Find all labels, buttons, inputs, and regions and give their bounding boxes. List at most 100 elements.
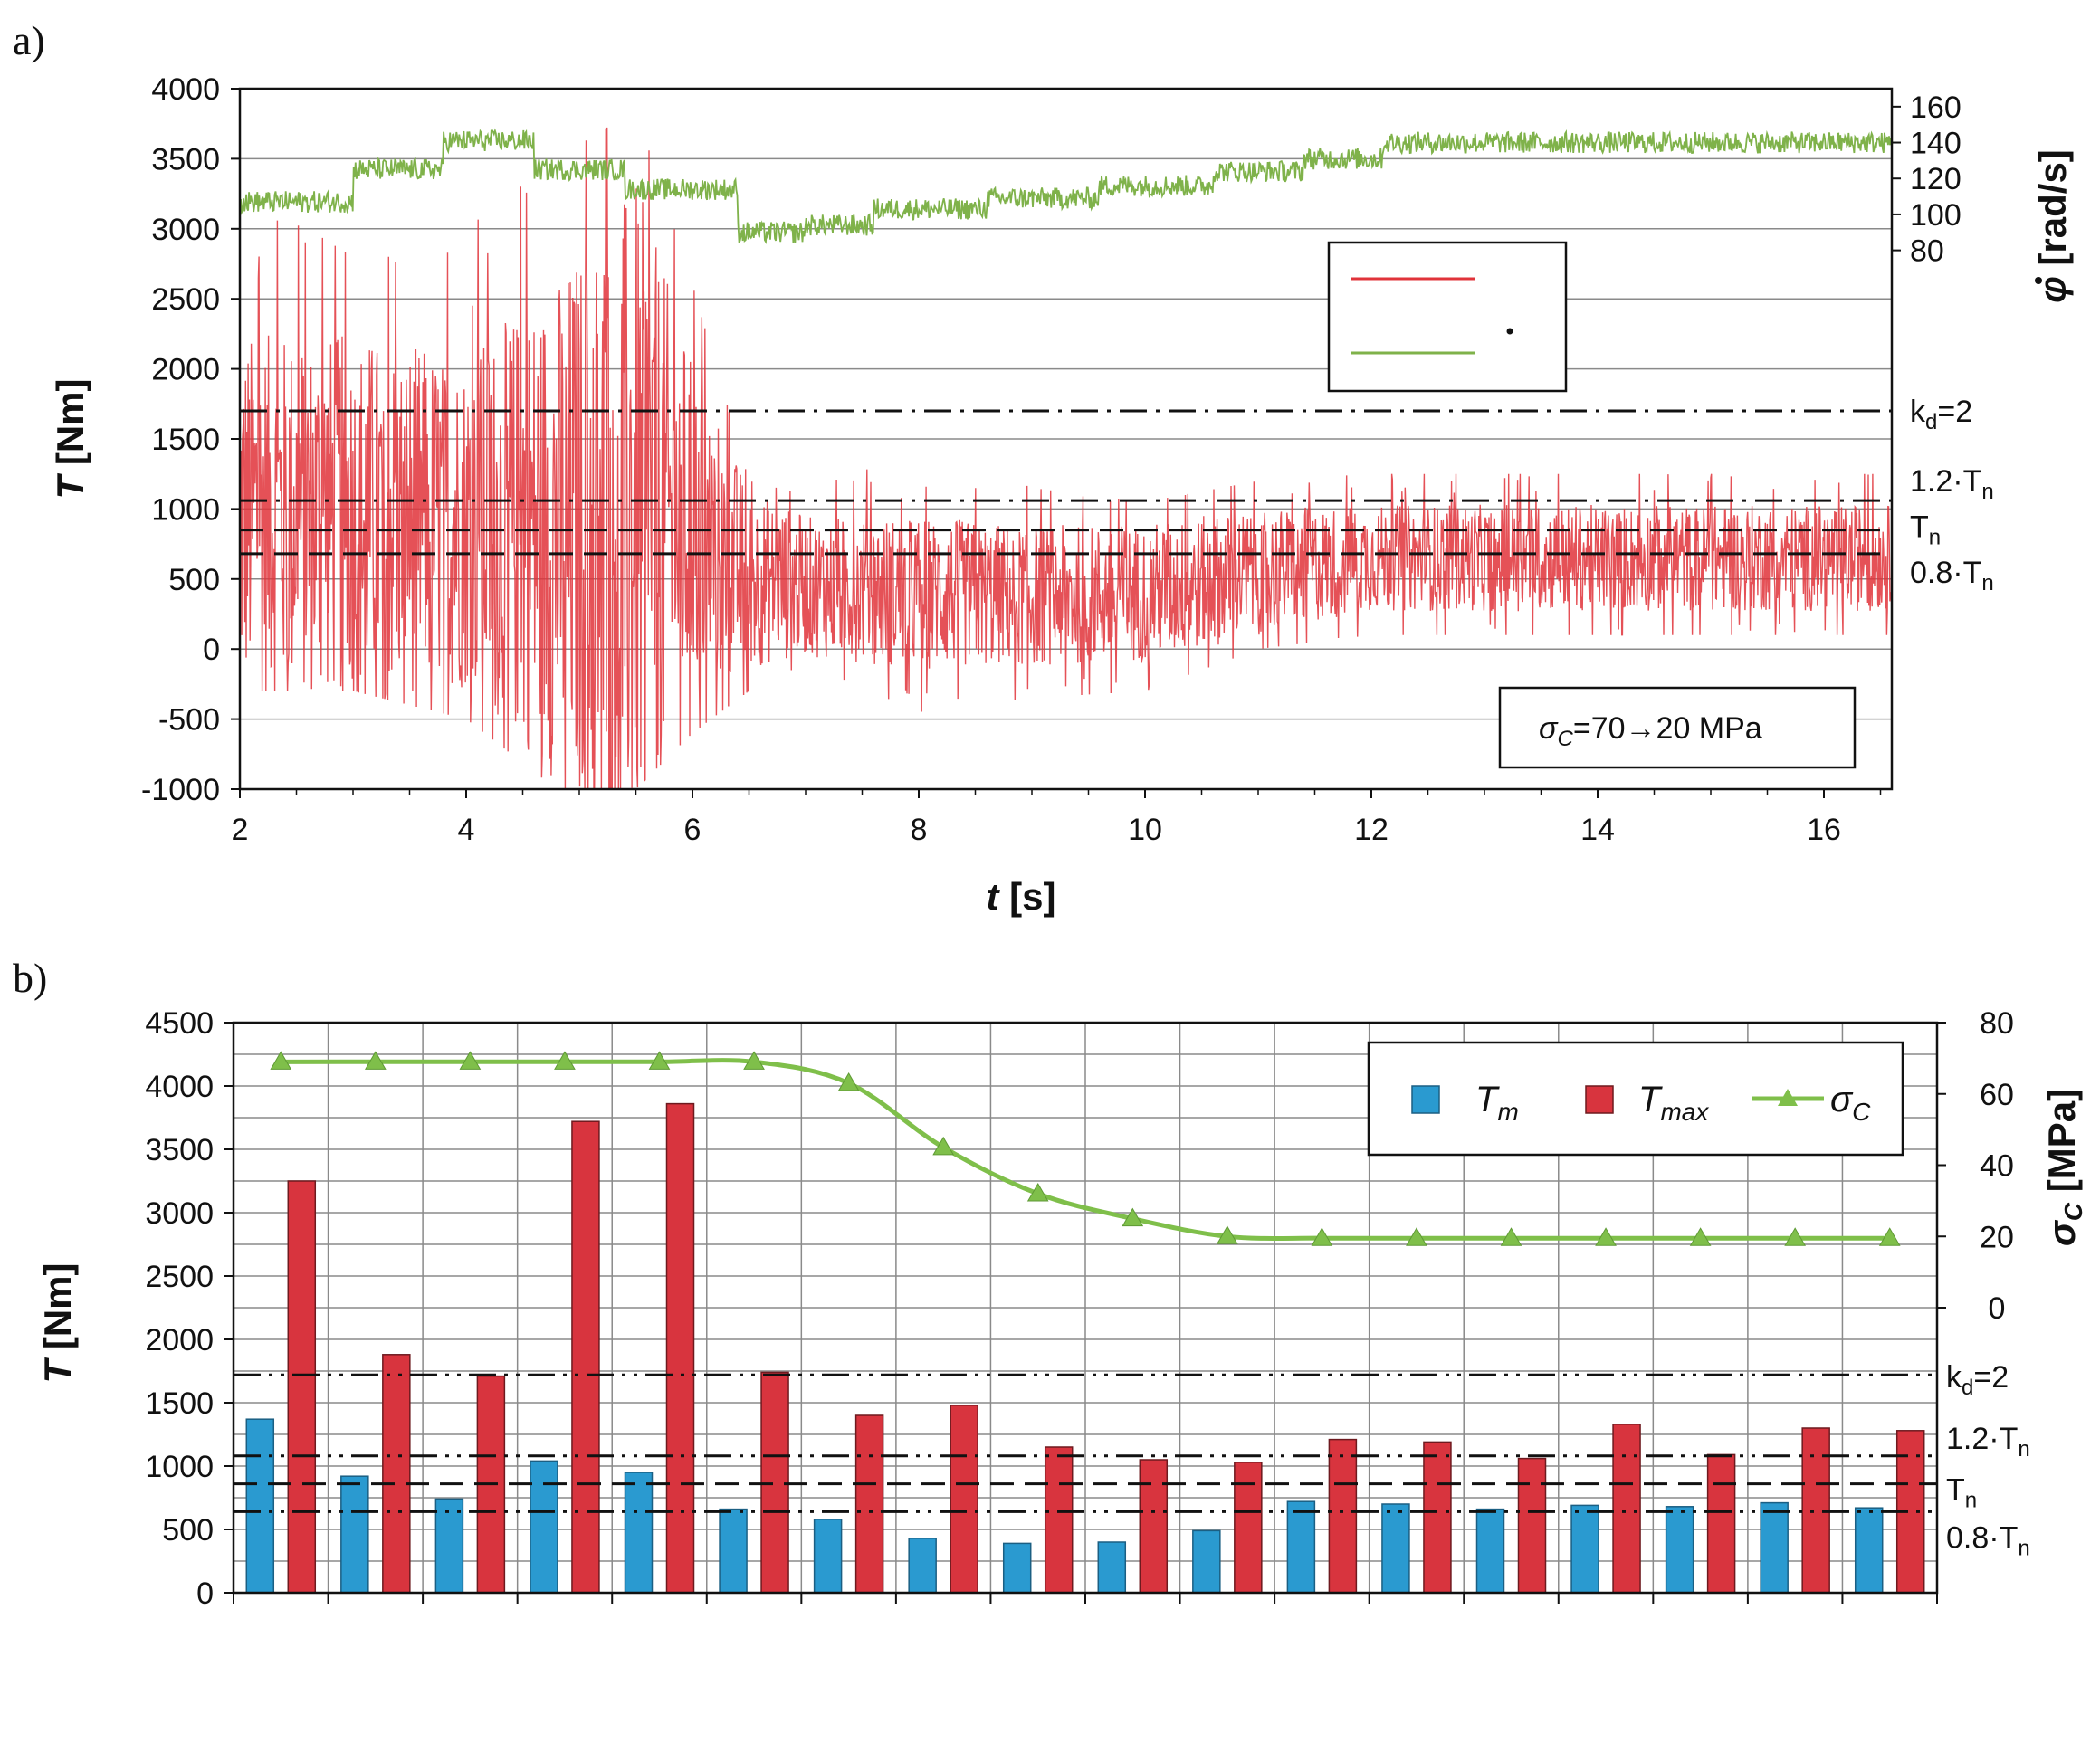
panel-a-x-tick-label: 2 <box>232 813 249 847</box>
panel-a-y-tick-label: 4000 <box>151 72 220 107</box>
panel-b-y-tick-label: 2000 <box>145 1323 214 1357</box>
panel-b-tmax-bar <box>1706 1453 1736 1594</box>
panel-b-legend-tm-swatch <box>1411 1085 1440 1114</box>
panel-a-x-tick-label: 16 <box>1807 813 1841 847</box>
panel-b-legend: Tm Tmax σC <box>1367 1041 1904 1157</box>
panel-b-legend-sigma-label: σC <box>1830 1080 1871 1126</box>
panel-a-y2-tick-label: 80 <box>1910 234 1944 269</box>
panel-a-y-tick-label: 3000 <box>151 213 220 247</box>
panel-b-tmax-bar <box>1234 1462 1263 1594</box>
panel-b-y-tick-label: 3000 <box>145 1196 214 1231</box>
panel-b-tm-bar <box>1192 1529 1221 1594</box>
panel-a-y-tick-label: -500 <box>158 703 220 738</box>
panel-b-tm-bar <box>1665 1506 1694 1594</box>
panel-b-tm-bar <box>530 1460 558 1594</box>
panel-b-y-tick-label: 500 <box>162 1513 214 1548</box>
panel-b-sigma-marker <box>932 1136 955 1156</box>
panel-a-legend-speed-dot <box>1506 328 1513 335</box>
panel-a-y2-label-dot <box>2035 277 2042 284</box>
panel-b-tm-bar <box>1854 1507 1884 1594</box>
panel-a-x-tick-label: 8 <box>911 813 928 847</box>
panel-a-speed-series <box>239 128 1893 245</box>
panel-b-tm-bar <box>245 1418 275 1594</box>
panel-b-sigma-marker <box>1878 1227 1901 1246</box>
panel-a-y-tick-label: 2000 <box>151 353 220 387</box>
panel-a-label: a) <box>13 17 45 63</box>
panel-b-sigma-marker <box>1406 1227 1427 1246</box>
panel-b-tm-bar <box>908 1538 937 1594</box>
panel-b-tmax-bar <box>1517 1457 1547 1594</box>
panel-b-sigma-marker <box>1595 1227 1617 1246</box>
panel-b-y-tick-label: 4500 <box>145 1006 214 1041</box>
panel-a-annotation: σC=70→20 MPa <box>1498 686 1857 769</box>
panel-a-reference-label: 1.2·Tn <box>1910 464 1994 504</box>
panel-b-tm-bar <box>1475 1508 1505 1594</box>
panel-b-sigma-marker <box>1500 1227 1522 1246</box>
panel-b-y-axis-label: T [Nm] <box>36 1263 79 1384</box>
panel-b-sigma-marker <box>1026 1183 1049 1202</box>
panel-a-annotation-box <box>1498 686 1857 769</box>
panel-a-plot-frame <box>238 87 1894 791</box>
panel-b-tm-bar <box>624 1472 654 1594</box>
panel-b-sigma-marker <box>270 1051 292 1070</box>
panel-a-x-tick-label: 6 <box>684 813 702 847</box>
panel-a-y-axis-label: T [Nm] <box>49 379 91 500</box>
panel-b-sigma-marker <box>364 1051 387 1070</box>
panel-b-tm-bar <box>719 1508 748 1594</box>
panel-a-x-tick-label: 14 <box>1580 813 1615 847</box>
panel-b-plot-frame <box>232 1021 1939 1595</box>
panel-b-reference-label: kd=2 <box>1946 1360 2009 1400</box>
panel-b-tm-bar <box>1286 1500 1316 1594</box>
panel-a-y2-tick-label: 120 <box>1910 162 1962 196</box>
panel-a-y-tick-label: 2500 <box>151 282 220 317</box>
panel-b-sigma-marker <box>743 1051 765 1070</box>
panel-b-y2-tick-label: 0 <box>1989 1291 2006 1326</box>
panel-b-tm-bar <box>813 1519 843 1594</box>
panel-b-tmax-bar <box>287 1180 317 1594</box>
panel-b-reference-label: Tn <box>1946 1473 1977 1513</box>
panel-b-tm-bar <box>340 1475 369 1594</box>
panel-b-y-tick-label: 2500 <box>145 1260 214 1294</box>
panel-b-y-tick-label: 1000 <box>145 1450 214 1484</box>
panel-b-tm-bar <box>434 1498 464 1594</box>
panel-b-tmax-bar <box>1328 1438 1358 1594</box>
panel-a-y-tick-label: 3500 <box>151 142 220 176</box>
panel-b-tmax-bar <box>854 1414 884 1594</box>
panel-b-y-tick-label: 0 <box>196 1576 214 1611</box>
panel-a-y-tick-label: 1500 <box>151 423 220 457</box>
panel-a-y-tick-label: 0 <box>203 633 220 667</box>
panel-a-y2-tick-label: 100 <box>1910 198 1962 233</box>
panel-a-x-axis-label: t [s] <box>986 875 1055 918</box>
panel-b-reference-label: 1.2·Tn <box>1946 1422 2030 1462</box>
panel-b-tm-bar <box>1381 1503 1410 1594</box>
panel-b-tm-bar <box>1097 1541 1127 1594</box>
panel-b-legend-tmax-label: Tmax <box>1638 1080 1709 1126</box>
panel-b-tm-bar <box>1760 1501 1789 1594</box>
panel-b-tmax-bar <box>571 1120 600 1594</box>
panel-b-y2-tick-label: 60 <box>1980 1078 2014 1112</box>
panel-a-y2-tick-label: 140 <box>1910 127 1962 161</box>
panel-b-sigma-marker <box>1784 1227 1807 1246</box>
panel-b-y-tick-label: 3500 <box>145 1133 214 1167</box>
panel-b-sigma-marker <box>837 1072 860 1091</box>
panel-b-reference-label: 0.8·Tn <box>1946 1520 2030 1560</box>
panel-b-tmax-bar <box>665 1102 695 1594</box>
panel-b-tm-bar <box>1570 1504 1599 1594</box>
panel-a-x-tick-label: 4 <box>458 813 475 847</box>
panel-b-tmax-bar <box>1044 1446 1074 1594</box>
panel-b-chart: 0 500 1000 1500 2000 2500 3000 3500 4000 4500 0 20 4… <box>36 1006 2087 1611</box>
panel-b-legend-sigma-marker <box>1778 1089 1798 1106</box>
panel-b-tmax-bar <box>1139 1459 1169 1594</box>
panel-b-legend-tm-label: Tm <box>1475 1080 1519 1126</box>
panel-b-tmax-bar <box>1612 1424 1641 1594</box>
panel-a-legend <box>1327 241 1568 393</box>
panel-a-x-tick-label: 10 <box>1128 813 1162 847</box>
panel-a-chart: -1000 -500 0 500 1000 1500 2000 2500 3000 3500 400… <box>49 72 2074 918</box>
panel-b-sigma-marker <box>648 1051 671 1070</box>
panel-a-legend-box <box>1327 241 1568 393</box>
panel-a-x-tick-label: 12 <box>1354 813 1389 847</box>
panel-a-y-tick-label: 500 <box>168 563 220 597</box>
panel-a-reference-label: kd=2 <box>1910 395 1972 434</box>
panel-b-y2-tick-label: 40 <box>1980 1149 2014 1184</box>
